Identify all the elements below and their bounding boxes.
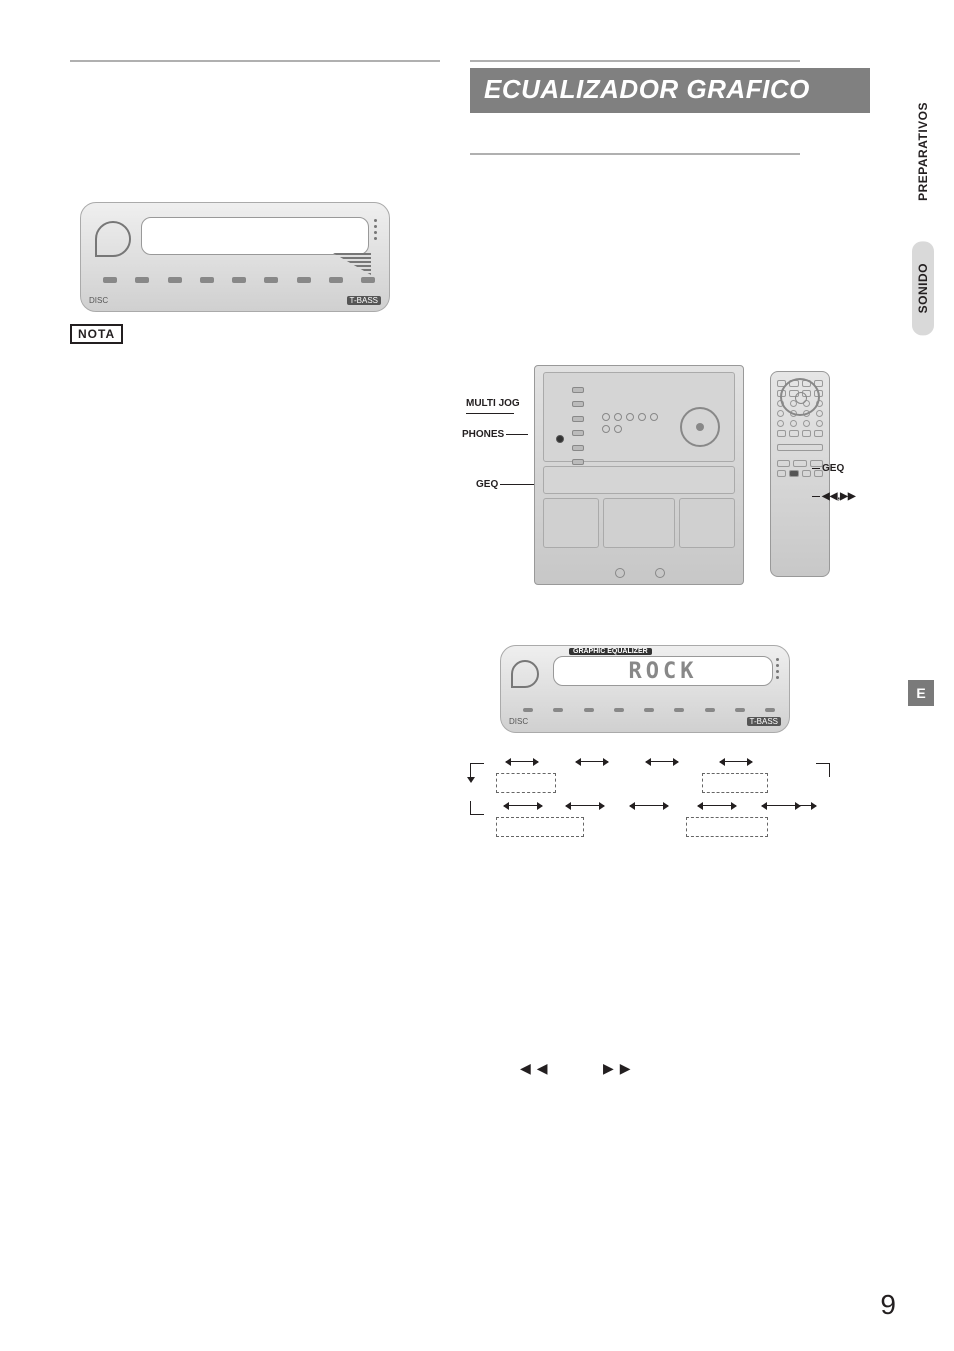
corner-label-left: DISC xyxy=(89,296,108,305)
remote-control xyxy=(770,371,830,577)
forward-icon xyxy=(603,1060,637,1076)
flow-corner xyxy=(470,801,484,815)
page: PREPARATIVOS SONIDO E DISC T-BASS NOTA E… xyxy=(0,0,954,1351)
tab-preparativos: PREPARATIVOS xyxy=(912,80,934,223)
double-arrow-icon xyxy=(630,805,668,806)
label-phones: PHONES xyxy=(462,429,528,440)
tab-sonido: SONIDO xyxy=(912,241,934,335)
side-tabs: PREPARATIVOS SONIDO xyxy=(912,80,934,335)
double-arrow-icon xyxy=(566,805,604,806)
indicator-dots xyxy=(374,219,377,240)
double-arrow-icon xyxy=(646,761,678,762)
level-wedge-icon xyxy=(333,253,371,275)
double-arrow-icon xyxy=(506,761,538,762)
remote-wheel-icon xyxy=(780,378,820,416)
stereo-top-section xyxy=(543,372,735,462)
arrow-icon xyxy=(788,805,816,806)
page-number: 9 xyxy=(880,1289,896,1321)
feet xyxy=(605,568,675,578)
rule xyxy=(470,153,800,155)
stereo-unit xyxy=(534,365,744,585)
disc-icon xyxy=(511,660,539,688)
right-column: ECUALIZADOR GRAFICO MULTI JOG PHONES GEQ xyxy=(470,60,870,873)
cassette-bays xyxy=(543,498,735,548)
lcd-area: ROCK xyxy=(553,656,773,686)
lcd-area xyxy=(141,217,369,255)
jog-column xyxy=(572,387,584,465)
eq-flow-diagram xyxy=(470,763,830,873)
stereo-mid-section xyxy=(543,466,735,494)
double-arrow-icon xyxy=(576,761,608,762)
arrow-tip-icon xyxy=(467,777,475,783)
label-geq-remote: GEQ xyxy=(812,463,844,474)
flow-node xyxy=(702,773,768,793)
eq-band-row xyxy=(523,708,775,712)
left-column: DISC T-BASS NOTA xyxy=(70,60,440,344)
rule xyxy=(470,60,800,62)
label-geq-main: GEQ xyxy=(476,479,534,490)
flow-corner xyxy=(816,763,830,777)
display-panel-large: DISC T-BASS xyxy=(80,202,390,312)
display-panel-rock: GRAPHIC EQUALIZER ROCK DISC T-BASS xyxy=(500,645,790,733)
label-multi-jog: MULTI JOG xyxy=(466,399,520,414)
double-arrow-icon xyxy=(720,761,752,762)
button-cluster xyxy=(602,413,662,433)
double-arrow-icon xyxy=(698,805,736,806)
label-remote-arrows: ◀◀,▶▶ xyxy=(812,491,856,502)
flow-corner xyxy=(470,763,484,777)
double-arrow-icon xyxy=(504,805,542,806)
rewind-icon xyxy=(520,1060,554,1076)
graphic-equalizer-badge: GRAPHIC EQUALIZER xyxy=(569,648,652,655)
disc-icon xyxy=(95,221,131,257)
indicator-dots xyxy=(776,658,779,679)
transport-symbols xyxy=(520,1060,637,1077)
device-figure: MULTI JOG PHONES GEQ xyxy=(470,365,830,595)
language-badge: E xyxy=(908,680,934,706)
flow-node xyxy=(496,773,556,793)
eq-band-row xyxy=(103,277,375,283)
corner-label-right: T-BASS xyxy=(747,717,781,726)
corner-label-left: DISC xyxy=(509,717,528,726)
eq-preset-text: ROCK xyxy=(629,659,698,684)
section-title: ECUALIZADOR GRAFICO xyxy=(470,68,870,113)
corner-label-right: T-BASS xyxy=(347,296,381,305)
nota-badge: NOTA xyxy=(70,324,123,344)
flow-node xyxy=(496,817,584,837)
rule xyxy=(70,60,440,62)
phones-jack-icon xyxy=(556,435,564,443)
flow-node xyxy=(686,817,768,837)
volume-knob-icon xyxy=(680,407,720,447)
